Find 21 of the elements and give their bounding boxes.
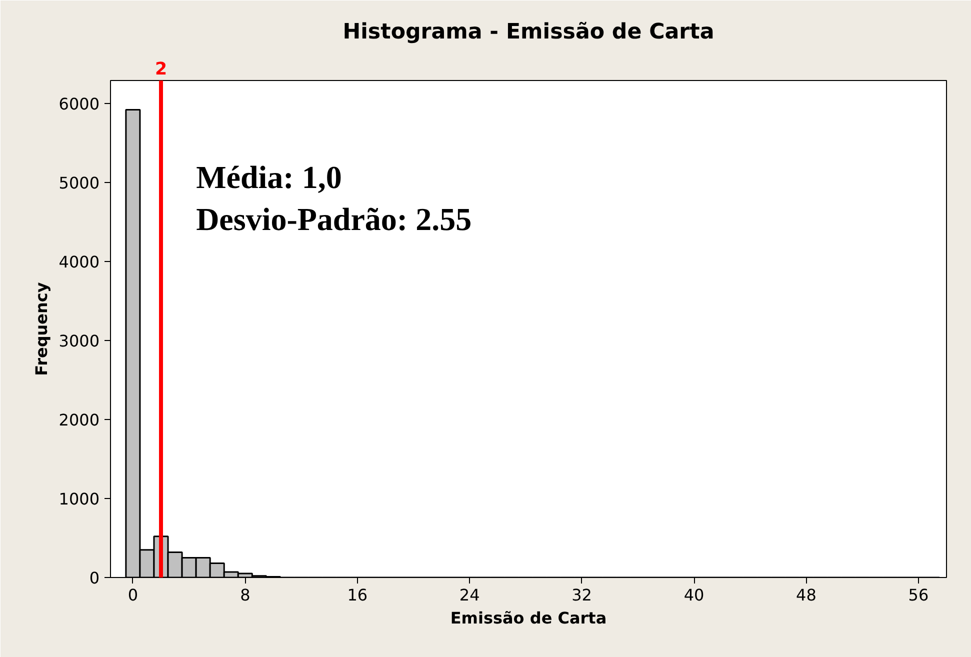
- ref-line-label: 2: [154, 60, 168, 80]
- annotation: Média: 1,0: [196, 158, 342, 195]
- annotation: Desvio-Padrão: 2.55: [196, 201, 472, 238]
- x-tick-label: 40: [684, 586, 704, 604]
- y-tick-label: 6000: [58, 94, 100, 114]
- x-tick-label: 16: [347, 586, 368, 604]
- x-axis-title: Emissão de Carta: [450, 608, 607, 628]
- y-axis-title: Frequency: [32, 282, 51, 376]
- x-tick-label: 56: [908, 586, 929, 604]
- x-tick-label: 0: [128, 586, 138, 604]
- x-tick-label: 24: [459, 586, 480, 604]
- chart-title: Histograma - Emissão de Carta: [342, 20, 714, 44]
- x-tick-label: 8: [240, 586, 250, 604]
- y-tick-label: 1000: [58, 489, 100, 508]
- x-tick-label: 32: [572, 586, 592, 604]
- y-tick-label: 5000: [58, 173, 100, 192]
- x-tick-label: 48: [796, 586, 816, 604]
- y-tick-label: 4000: [58, 252, 100, 272]
- y-tick-label: 3000: [58, 331, 100, 350]
- y-tick-label: 2000: [58, 410, 100, 430]
- y-tick-label: 0: [89, 568, 100, 588]
